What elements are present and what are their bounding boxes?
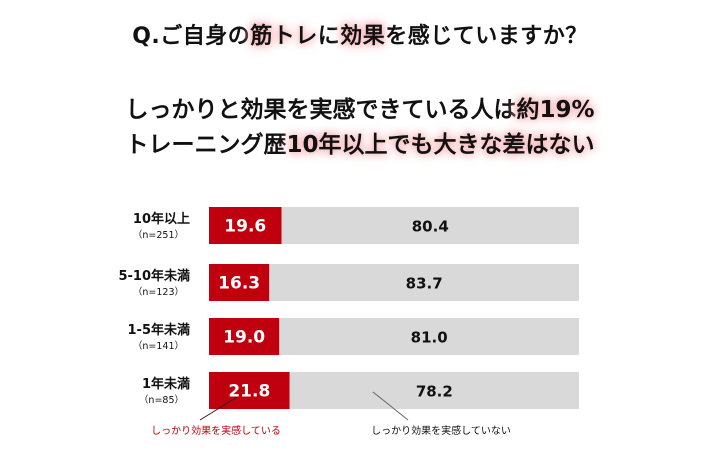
question-title: Q.ご自身の筋トレに効果を感じていますか？ xyxy=(0,18,720,50)
headline-line-2: トレーニング歴10年以上でも大きな差はない xyxy=(0,125,720,159)
bar-segment-felt-effect xyxy=(209,318,280,355)
sample-size-label: （n=123） xyxy=(133,286,184,298)
sample-size-label: （n=251） xyxy=(133,229,184,241)
data-label-no-effect: 80.4 xyxy=(412,218,449,236)
headline-line-2-highlight: 10年以上でも大きな差はない xyxy=(286,132,595,158)
headline-line-1-highlight: 約19% xyxy=(516,97,595,123)
category-label: 1-5年未満 xyxy=(128,322,191,338)
headline-line-2-text: トレーニング歴 xyxy=(125,132,287,158)
headline-line-1-text: しっかりと効果を実感できている人は xyxy=(125,97,517,123)
bar-segment-felt-effect xyxy=(209,264,270,301)
bar-segment-no-effect xyxy=(269,264,579,301)
legend-felt-effect: しっかり効果を実感している xyxy=(151,424,281,437)
sample-size-label: （n=85） xyxy=(139,394,184,406)
headline-line-1: しっかりと効果を実感できている人は約19% xyxy=(0,90,720,124)
question-suffix: を感じていますか？ xyxy=(385,24,588,49)
question-highlight-2: 効果 xyxy=(340,24,386,49)
category-label: 1年未満 xyxy=(142,376,190,392)
data-label-felt-effect: 19.0 xyxy=(223,328,265,348)
bar-segment-no-effect xyxy=(279,318,579,355)
question-highlight-1: 筋トレ xyxy=(250,24,318,49)
data-label-no-effect: 83.7 xyxy=(406,275,443,293)
bar-segment-no-effect xyxy=(289,372,579,409)
question-middle: に xyxy=(317,24,341,49)
bar-segment-felt-effect xyxy=(209,207,282,244)
data-label-felt-effect: 19.6 xyxy=(224,217,266,237)
sample-size-label: （n=141） xyxy=(133,340,184,352)
legend-no-effect: しっかり効果を実感していない xyxy=(371,424,511,437)
legend-callout-line-felt xyxy=(199,396,238,421)
data-label-felt-effect: 16.3 xyxy=(218,274,260,294)
legend-callout-line-not-felt xyxy=(372,391,409,421)
bar-segment-no-effect xyxy=(281,207,579,244)
category-label: 5-10年未満 xyxy=(118,268,190,284)
data-label-no-effect: 78.2 xyxy=(416,383,453,401)
data-label-no-effect: 81.0 xyxy=(411,329,448,347)
bar-segment-felt-effect xyxy=(209,372,290,409)
category-label: 10年以上 xyxy=(133,211,190,227)
question-prefix: Q.ご自身の xyxy=(132,24,251,49)
data-label-felt-effect: 21.8 xyxy=(228,382,270,402)
